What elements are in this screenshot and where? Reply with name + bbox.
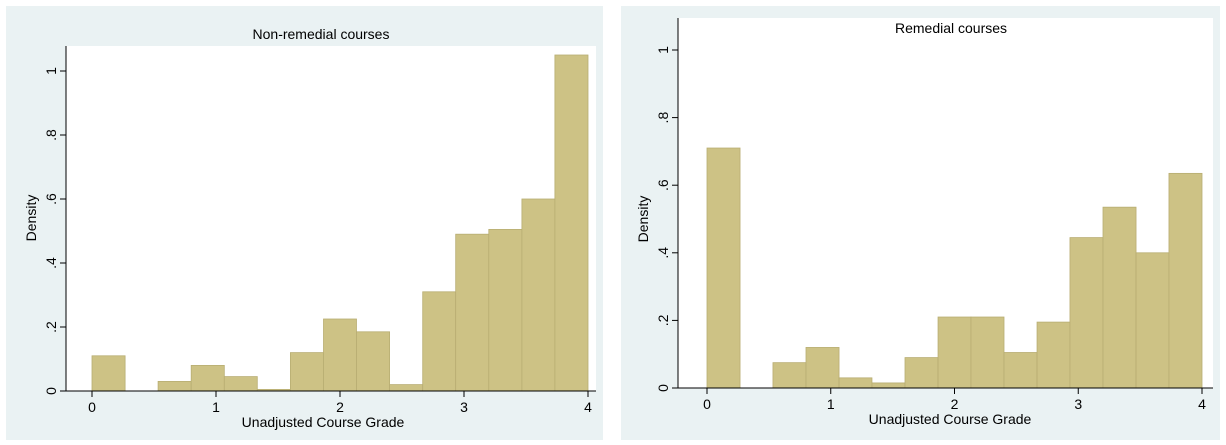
histogram-bar-6 [937,316,972,389]
histogram-bar-2 [190,364,225,392]
histogram-non-remedial: 0 .2 .4 .6 .8 1 0 1 2 3 4 Non-remedial courses Un… [23,26,596,430]
histogram-bar-3 [838,377,873,389]
y-tick-label: .6 [43,193,59,205]
x-tick-label: 2 [951,396,959,412]
y-tick-label: 0 [43,387,59,395]
x-tick-label: 1 [827,396,835,412]
histogram-bar-0 [91,355,126,392]
histogram-bar-6 [323,318,357,392]
y-tick-label: .8 [655,112,671,124]
x-ticks: 0 1 2 3 4 [88,391,592,415]
y-tick-label: .2 [655,314,671,326]
histogram-bar-9 [1036,321,1071,389]
x-tick-label: 1 [212,399,220,415]
x-tick-label: 4 [584,399,592,415]
y-ticks: 0 .2 .4 .6 .8 1 [655,46,678,392]
histogram-bar-7 [970,316,1005,389]
histogram-bar-9 [422,291,457,392]
chart-panel-non-remedial: 0 .2 .4 .6 .8 1 0 1 2 3 4 Non-remedial courses Un… [6,6,603,440]
histogram-bar-4 [871,382,906,389]
histogram-bar-1 [772,362,807,389]
chart-panel-remedial: 0 .2 .4 .6 .8 1 0 1 2 3 4 Remedial courses Unadju… [621,6,1220,440]
histogram-bar-7 [356,331,391,392]
x-tick-label: 4 [1198,396,1206,412]
y-axis-label: Density [635,196,651,243]
histogram-bar-12 [1135,252,1170,389]
histogram-bar-5 [289,352,324,392]
histogram-bar-2 [805,347,840,389]
histogram-bar-3 [223,376,258,392]
bars [91,54,589,392]
x-tick-label: 3 [460,399,468,415]
y-tick-label: .6 [655,179,671,191]
y-tick-label: .8 [43,129,59,141]
histogram-bar-13 [1168,172,1203,389]
x-tick-label: 3 [1074,396,1082,412]
y-tick-label: 1 [43,67,59,75]
histogram-bar-11 [488,228,523,392]
y-tick-label: .4 [655,247,671,259]
x-tick-label: 2 [336,399,344,415]
histogram-bar-1 [157,380,192,392]
x-axis-label: Unadjusted Course Grade [869,411,1032,427]
histogram-bar-11 [1102,206,1137,389]
y-axis-label: Density [23,195,39,242]
histogram-bar-10 [1069,237,1104,389]
histogram-bar-12 [521,198,556,392]
y-tick-label: .4 [43,257,59,269]
y-ticks: 0 .2 .4 .6 .8 1 [43,67,66,395]
histogram-bar-5 [904,357,939,389]
histogram-bar-10 [455,233,490,392]
y-tick-label: 1 [655,46,671,54]
histogram-bar-13 [554,54,589,392]
x-ticks: 0 1 2 3 4 [703,388,1206,412]
histogram-remedial: 0 .2 .4 .6 .8 1 0 1 2 3 4 Remedial courses Unadju… [635,18,1213,427]
y-tick-label: 0 [655,384,671,392]
chart-title: Remedial courses [895,20,1007,36]
histogram-bar-8 [389,384,424,392]
chart-title: Non-remedial courses [253,26,390,42]
histogram-bar-8 [1003,352,1038,389]
histogram-bar-0 [706,147,741,389]
x-tick-label: 0 [703,396,711,412]
x-axis-label: Unadjusted Course Grade [242,414,405,430]
x-tick-label: 0 [88,399,96,415]
y-tick-label: .2 [43,321,59,333]
